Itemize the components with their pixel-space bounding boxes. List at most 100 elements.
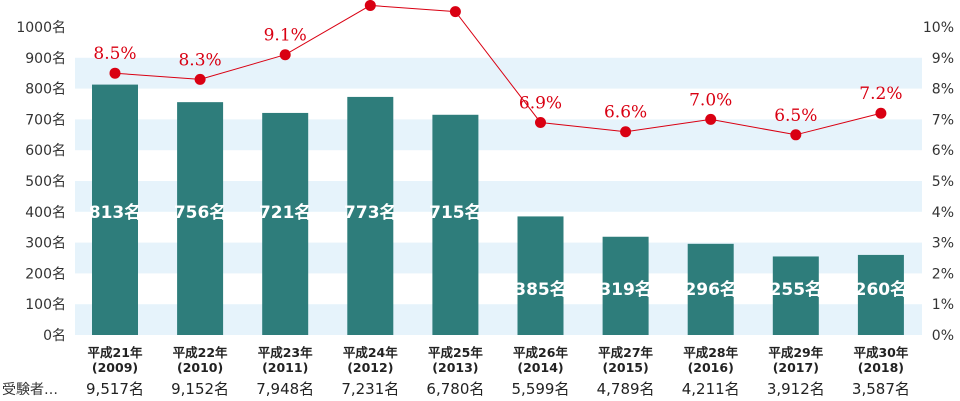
bar-value-label: 385名: [514, 279, 567, 300]
category-year: (2013): [432, 360, 478, 375]
left-tick-label: 600名: [25, 143, 66, 159]
category-year: (2012): [347, 360, 393, 375]
line-point: [875, 107, 887, 119]
left-tick-label: 400名: [25, 205, 66, 221]
line-value-label: 9.1%: [264, 26, 307, 46]
right-tick-label: 3%: [932, 236, 954, 252]
line-value-label: 6.6%: [604, 103, 647, 123]
left-tick-label: 800名: [25, 82, 66, 98]
right-tick-label: 6%: [932, 143, 954, 159]
category-year: (2017): [773, 360, 819, 375]
left-tick-label: 300名: [25, 236, 66, 252]
examinee-count: 5,599名: [512, 380, 570, 398]
left-tick-label: 1000名: [16, 20, 66, 36]
grid-band: [75, 57, 922, 89]
bar: [92, 84, 138, 335]
right-tick-label: 2%: [932, 266, 954, 282]
right-tick-label: 1%: [932, 297, 954, 313]
examinee-count: 6,780名: [426, 380, 484, 398]
bar: [857, 254, 904, 335]
category-label: 平成24年: [343, 345, 398, 360]
examinee-count: 9,152名: [171, 380, 229, 398]
line-point: [449, 6, 461, 18]
category-label: 平成29年: [768, 345, 823, 360]
left-tick-label: 500名: [25, 174, 66, 190]
line-point: [535, 116, 546, 128]
line-value-label: 6.9%: [519, 93, 562, 113]
right-tick-label: 7%: [932, 112, 954, 128]
bar-value-label: 255名: [770, 279, 823, 300]
category-label: 平成28年: [683, 345, 738, 360]
bar-value-label: 773名: [344, 202, 397, 223]
category-axis: 平成21年(2009)平成22年(2010)平成23年(2011)平成24年(2…: [88, 345, 909, 375]
bar-value-label: 319名: [599, 279, 652, 300]
right-tick-label: 0%: [932, 328, 954, 344]
right-tick-label: 5%: [932, 174, 954, 190]
examinee-count: 7,231名: [341, 380, 399, 398]
category-year: (2014): [517, 360, 563, 375]
bar: [347, 96, 394, 335]
line-point: [194, 73, 206, 85]
category-year: (2015): [602, 360, 648, 375]
examinee-count: 9,517名: [86, 380, 144, 398]
bar: [602, 236, 649, 335]
bar: [177, 102, 224, 335]
category-label: 平成23年: [258, 345, 313, 360]
bar-value-label: 715名: [429, 202, 482, 223]
line-value-label: 10.5%: [428, 0, 482, 3]
line-point: [790, 129, 802, 141]
line-path: [114, 4, 882, 136]
examinee-count: 3,912名: [767, 380, 825, 398]
category-year: (2018): [858, 360, 904, 375]
left-tick-label: 700名: [25, 112, 66, 128]
examinee-row: 受験者… 9,517名 9,152名 7,948名 7,231名 6,780名 5,599名…: [2, 380, 910, 398]
bar-value-label: 260名: [855, 279, 908, 300]
category-label: 平成22年: [173, 345, 228, 360]
category-label: 平成26年: [513, 345, 568, 360]
bar-value-label: 721名: [259, 202, 312, 223]
category-label: 平成27年: [598, 345, 653, 360]
line-value-label: 6.5%: [774, 106, 817, 126]
category-year: (2009): [92, 360, 138, 375]
category-year: (2010): [177, 360, 223, 375]
left-tick-label: 200名: [25, 266, 66, 282]
bar: [432, 114, 479, 335]
category-label: 平成21年: [88, 345, 143, 360]
line-point: [279, 49, 291, 61]
line-point: [705, 113, 717, 125]
line-value-label: 8.3%: [178, 50, 221, 70]
line-value-label: 7.0%: [689, 90, 732, 110]
left-tick-label: 100名: [25, 297, 66, 313]
right-tick-label: 10%: [923, 20, 954, 36]
examinee-row-label: 受験者…: [2, 382, 58, 398]
bar-series: 813名 756名 721名 773名 715名 385名 319名 296名 255名 260名: [89, 84, 908, 335]
line-series: 8.5%8.3%9.1%10.7%10.5%6.9%6.6%7.0%6.5%7.…: [93, 0, 903, 141]
bar: [687, 243, 734, 335]
left-axis: 0名 100名 200名 300名 400名 500名 600名 700名 800名 900名 10…: [16, 20, 66, 344]
examinee-count: 7,948名: [256, 380, 314, 398]
line-point: [620, 126, 632, 138]
left-tick-label: 900名: [25, 51, 66, 67]
right-tick-label: 4%: [932, 205, 954, 221]
line-point: [109, 67, 121, 79]
bar-value-label: 756名: [174, 202, 227, 223]
right-tick-label: 9%: [932, 51, 954, 67]
right-axis: 0% 1% 2% 3% 4% 5% 6% 7% 8% 9% 10%: [923, 20, 954, 344]
examinee-count: 4,789名: [597, 380, 655, 398]
category-label: 平成30年: [853, 345, 908, 360]
category-year: (2016): [688, 360, 734, 375]
left-tick-label: 0名: [43, 328, 66, 344]
bar: [517, 216, 564, 335]
bar: [772, 256, 819, 335]
examinee-count: 4,211名: [682, 380, 740, 398]
bar-value-label: 296名: [684, 279, 737, 300]
line-value-label: 7.2%: [859, 84, 902, 104]
line-point: [364, 0, 376, 11]
examinee-count: 3,587名: [852, 380, 910, 398]
right-tick-label: 8%: [932, 82, 954, 98]
category-label: 平成25年: [428, 345, 483, 360]
bar: [262, 112, 309, 335]
bar-value-label: 813名: [89, 202, 142, 223]
category-year: (2011): [262, 360, 308, 375]
